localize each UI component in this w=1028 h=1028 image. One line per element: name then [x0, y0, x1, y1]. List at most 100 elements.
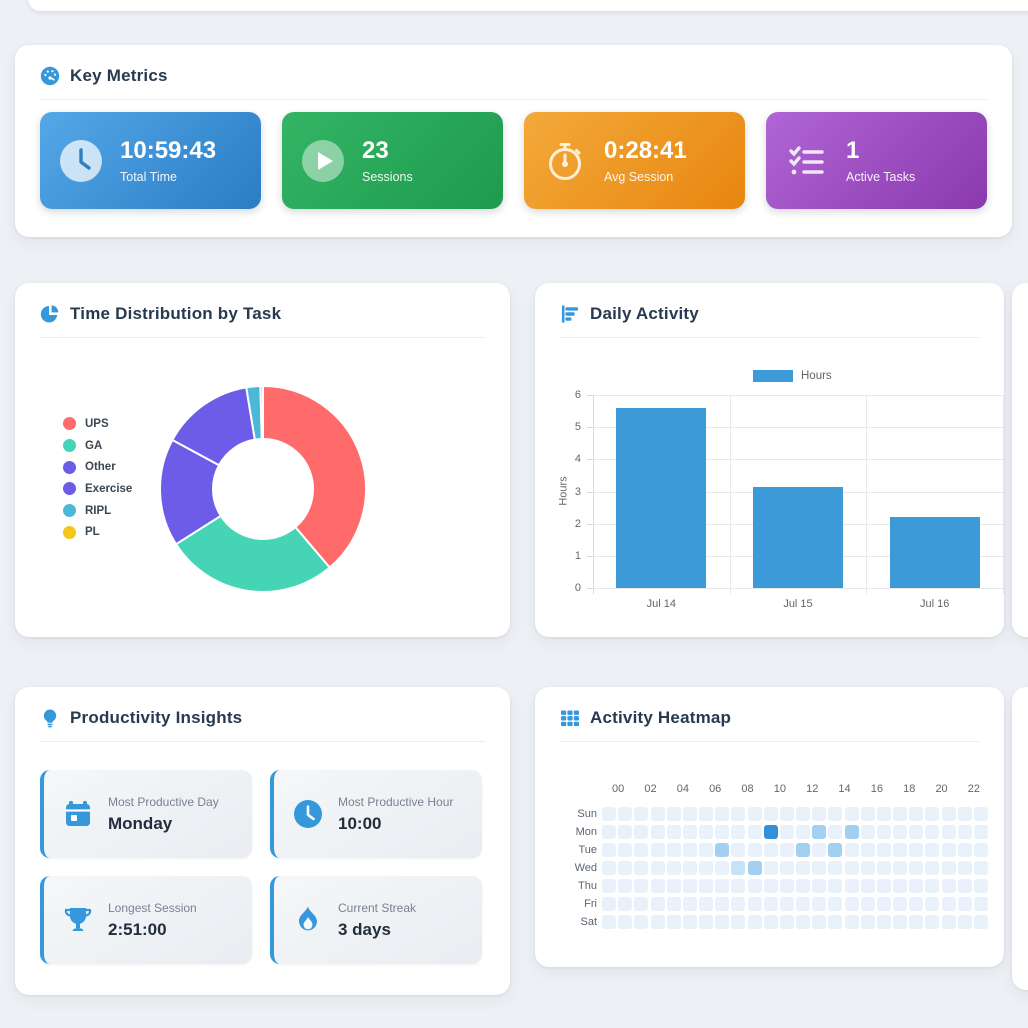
heatmap-cell-Thu-22[interactable]: [957, 879, 972, 893]
heatmap-cell-Wed-08[interactable]: [731, 861, 746, 875]
heatmap-cell-Mon-11[interactable]: [779, 825, 794, 839]
heatmap-cell-Wed-19[interactable]: [909, 861, 924, 875]
heatmap-cell-Wed-04[interactable]: [666, 861, 681, 875]
heatmap-cell-Sun-23[interactable]: [973, 807, 988, 821]
heatmap-cell-Mon-18[interactable]: [893, 825, 908, 839]
heatmap-cell-Sat-21[interactable]: [941, 915, 956, 929]
legend-item-GA[interactable]: GA: [63, 435, 132, 457]
heatmap-cell-Mon-22[interactable]: [957, 825, 972, 839]
heatmap-cell-Fri-05[interactable]: [682, 897, 697, 911]
heatmap-cell-Thu-17[interactable]: [876, 879, 891, 893]
heatmap-cell-Thu-01[interactable]: [618, 879, 633, 893]
heatmap-cell-Mon-16[interactable]: [860, 825, 875, 839]
heatmap-cell-Sun-13[interactable]: [812, 807, 827, 821]
heatmap-cell-Thu-13[interactable]: [812, 879, 827, 893]
heatmap-cell-Sun-20[interactable]: [925, 807, 940, 821]
heatmap-cell-Tue-15[interactable]: [844, 843, 859, 857]
heatmap-cell-Mon-17[interactable]: [876, 825, 891, 839]
heatmap-cell-Sun-22[interactable]: [957, 807, 972, 821]
heatmap-cell-Thu-12[interactable]: [796, 879, 811, 893]
heatmap-cell-Mon-15[interactable]: [844, 825, 859, 839]
heatmap-cell-Sun-04[interactable]: [666, 807, 681, 821]
daily-activity-chart[interactable]: Hours 0 1 2 3 4 5 6 Hours Jul 14 Jul 15 Jul 16: [535, 283, 1004, 637]
heatmap-cell-Thu-14[interactable]: [828, 879, 843, 893]
heatmap-cell-Sat-17[interactable]: [876, 915, 891, 929]
heatmap-cell-Tue-09[interactable]: [747, 843, 762, 857]
heatmap-cell-Sat-03[interactable]: [650, 915, 665, 929]
heatmap-cell-Sat-22[interactable]: [957, 915, 972, 929]
heatmap-cell-Fri-10[interactable]: [763, 897, 778, 911]
heatmap-cell-Thu-10[interactable]: [763, 879, 778, 893]
heatmap-cell-Fri-22[interactable]: [957, 897, 972, 911]
heatmap-cell-Sat-00[interactable]: [602, 915, 616, 929]
heatmap-cell-Tue-11[interactable]: [779, 843, 794, 857]
legend-item-UPS[interactable]: UPS: [63, 413, 132, 435]
heatmap-cell-Fri-00[interactable]: [602, 897, 616, 911]
heatmap-cell-Wed-21[interactable]: [941, 861, 956, 875]
heatmap-cell-Fri-18[interactable]: [893, 897, 908, 911]
heatmap-cell-Tue-21[interactable]: [941, 843, 956, 857]
heatmap-cell-Sun-00[interactable]: [602, 807, 616, 821]
heatmap-cell-Fri-06[interactable]: [699, 897, 714, 911]
heatmap-cell-Tue-06[interactable]: [699, 843, 714, 857]
heatmap-cell-Mon-01[interactable]: [618, 825, 633, 839]
heatmap-cell-Tue-18[interactable]: [893, 843, 908, 857]
heatmap-cell-Thu-16[interactable]: [860, 879, 875, 893]
heatmap-cell-Thu-11[interactable]: [779, 879, 794, 893]
heatmap-cell-Mon-10[interactable]: [763, 825, 778, 839]
heatmap-cell-Sat-08[interactable]: [731, 915, 746, 929]
heatmap-cell-Wed-03[interactable]: [650, 861, 665, 875]
heatmap-cell-Sat-13[interactable]: [812, 915, 827, 929]
heatmap-cell-Wed-07[interactable]: [715, 861, 730, 875]
heatmap-cell-Thu-03[interactable]: [650, 879, 665, 893]
heatmap-cell-Mon-23[interactable]: [973, 825, 988, 839]
heatmap-cell-Tue-00[interactable]: [602, 843, 616, 857]
heatmap-cell-Mon-02[interactable]: [634, 825, 649, 839]
heatmap-cell-Sat-02[interactable]: [634, 915, 649, 929]
heatmap-cell-Wed-16[interactable]: [860, 861, 875, 875]
legend-item-Other[interactable]: Other: [63, 456, 132, 478]
heatmap-cell-Sat-20[interactable]: [925, 915, 940, 929]
heatmap-cell-Thu-06[interactable]: [699, 879, 714, 893]
heatmap-cell-Tue-02[interactable]: [634, 843, 649, 857]
heatmap-cell-Sat-16[interactable]: [860, 915, 875, 929]
heatmap-cell-Wed-05[interactable]: [682, 861, 697, 875]
heatmap-cell-Fri-21[interactable]: [941, 897, 956, 911]
heatmap-cell-Sun-15[interactable]: [844, 807, 859, 821]
heatmap-cell-Thu-00[interactable]: [602, 879, 616, 893]
heatmap-cell-Sat-19[interactable]: [909, 915, 924, 929]
heatmap-cell-Sun-07[interactable]: [715, 807, 730, 821]
heatmap-cell-Fri-03[interactable]: [650, 897, 665, 911]
heatmap-cell-Sun-06[interactable]: [699, 807, 714, 821]
heatmap-cell-Sun-21[interactable]: [941, 807, 956, 821]
heatmap-cell-Mon-20[interactable]: [925, 825, 940, 839]
heatmap-cell-Mon-00[interactable]: [602, 825, 616, 839]
donut-chart[interactable]: [145, 371, 381, 607]
heatmap-cell-Sat-23[interactable]: [973, 915, 988, 929]
heatmap-cell-Mon-07[interactable]: [715, 825, 730, 839]
heatmap-cell-Wed-12[interactable]: [796, 861, 811, 875]
heatmap-cell-Sun-08[interactable]: [731, 807, 746, 821]
heatmap-cell-Fri-13[interactable]: [812, 897, 827, 911]
heatmap-cell-Thu-23[interactable]: [973, 879, 988, 893]
heatmap-cell-Mon-08[interactable]: [731, 825, 746, 839]
heatmap-cell-Mon-12[interactable]: [796, 825, 811, 839]
heatmap-cell-Sun-14[interactable]: [828, 807, 843, 821]
donut-slice-GA[interactable]: [174, 514, 332, 593]
heatmap-cell-Wed-09[interactable]: [747, 861, 762, 875]
heatmap-cell-Tue-08[interactable]: [731, 843, 746, 857]
heatmap-cell-Sun-02[interactable]: [634, 807, 649, 821]
heatmap-cell-Sat-18[interactable]: [893, 915, 908, 929]
heatmap-cell-Tue-05[interactable]: [682, 843, 697, 857]
heatmap-cell-Fri-04[interactable]: [666, 897, 681, 911]
heatmap-cell-Sun-19[interactable]: [909, 807, 924, 821]
heatmap-cell-Fri-09[interactable]: [747, 897, 762, 911]
heatmap-cell-Sun-12[interactable]: [796, 807, 811, 821]
heatmap-cell-Sat-09[interactable]: [747, 915, 762, 929]
heatmap-cell-Wed-10[interactable]: [763, 861, 778, 875]
legend-item-PL[interactable]: PL: [63, 521, 132, 543]
donut-slice-PL[interactable]: [259, 384, 264, 441]
heatmap-cell-Wed-11[interactable]: [779, 861, 794, 875]
heatmap-cell-Sat-04[interactable]: [666, 915, 681, 929]
heatmap-cell-Thu-09[interactable]: [747, 879, 762, 893]
